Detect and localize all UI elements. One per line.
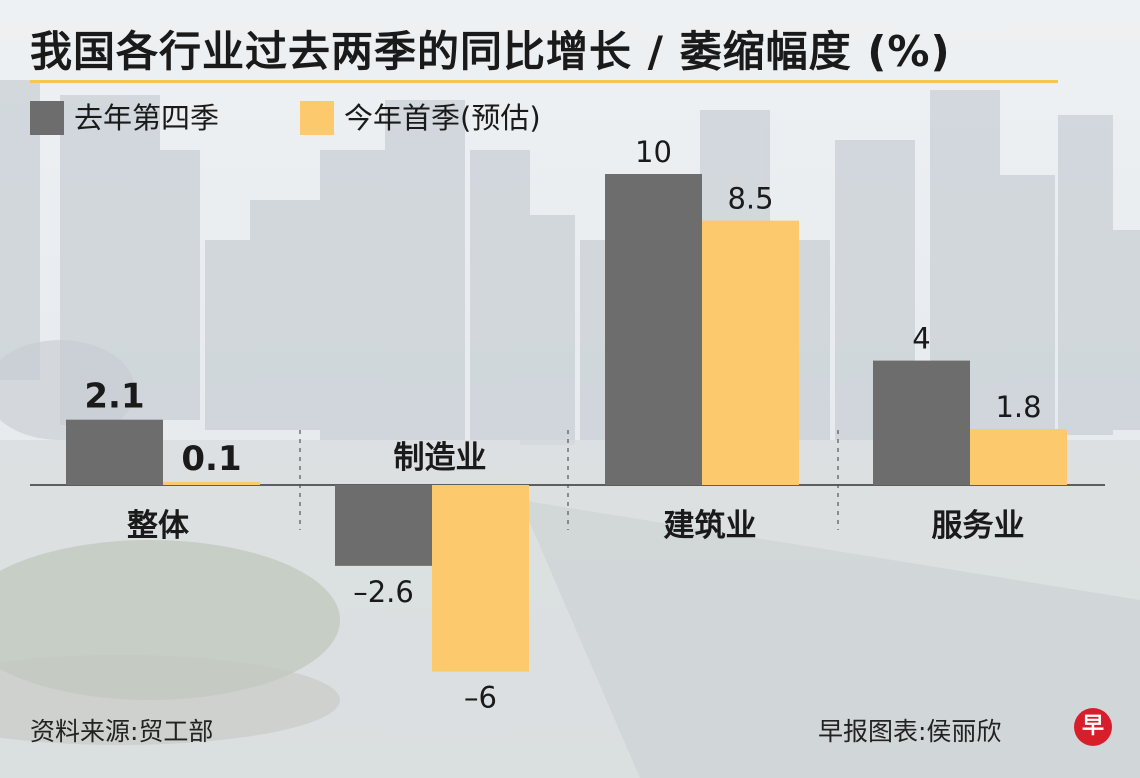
data-label-整体-series-1: 2.1 [84,377,144,417]
bar-建筑业-series-2 [702,220,799,485]
bar-制造业-series-2 [432,485,529,672]
bar-制造业-series-1 [335,485,432,566]
title-underline [30,80,1058,83]
chart-credit: 早报图表:侯丽欣 [818,717,1002,746]
bar-整体-series-2 [163,481,260,485]
bar-服务业-series-2 [970,429,1067,485]
data-label-建筑业-series-1: 10 [635,135,672,169]
data-label-服务业-series-1: 4 [912,322,930,356]
data-label-建筑业-series-2: 8.5 [727,182,773,216]
chart-title: 我国各行业过去两季的同比增长 / 萎缩幅度 (%) [30,27,951,76]
data-label-制造业-series-1: –2.6 [353,575,414,609]
data-label-制造业-series-2: –6 [464,681,497,715]
legend-swatch-series-2 [300,101,334,135]
category-label-整体: 整体 [127,508,189,544]
category-label-服务业: 服务业 [932,508,1025,544]
category-label-建筑业: 建筑业 [664,508,757,544]
bar-服务业-series-1 [873,360,970,485]
legend-label-series-1: 去年第四季 [74,101,220,135]
legend-swatch-series-1 [30,101,64,135]
zaobao-logo: 早 [1074,708,1112,746]
source-note: 资料来源:贸工部 [30,717,214,746]
bar-建筑业-series-1 [605,174,702,485]
bar-整体-series-1 [66,419,163,485]
data-label-整体-series-2: 0.1 [181,439,241,479]
legend-label-series-2: 今年首季(预估) [344,101,541,135]
data-label-服务业-series-2: 1.8 [995,390,1041,424]
category-label-制造业: 制造业 [394,440,487,476]
